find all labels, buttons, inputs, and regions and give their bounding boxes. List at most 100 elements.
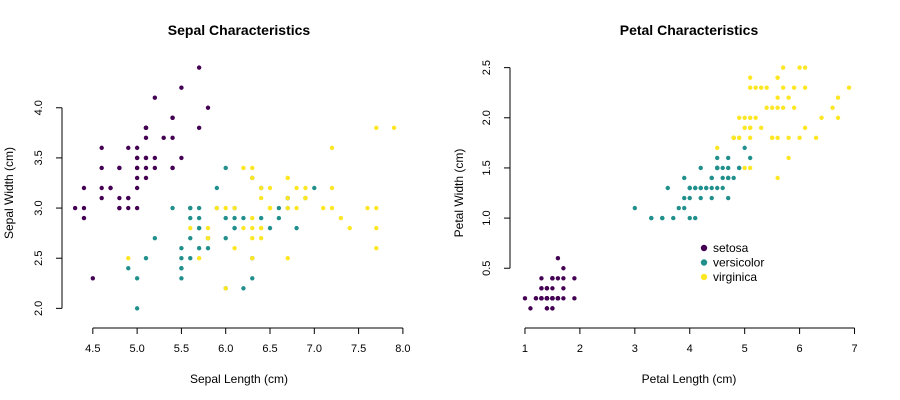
point-setosa	[152, 155, 158, 161]
point-versicolor	[632, 205, 638, 211]
point-versicolor	[720, 165, 725, 171]
point-versicolor	[687, 195, 692, 201]
point-setosa	[572, 296, 577, 301]
point-setosa	[170, 115, 175, 120]
point-setosa	[134, 155, 140, 161]
point-versicolor	[709, 195, 714, 201]
x-axis: 4.5 5.0 5.5 6.0 6.5 7.0 7.5 8.0	[85, 327, 411, 355]
data-points	[72, 65, 397, 311]
point-virginica	[742, 165, 747, 171]
point-setosa	[544, 306, 550, 311]
point-virginica	[250, 165, 255, 171]
point-virginica	[241, 225, 246, 231]
point-versicolor	[196, 215, 202, 221]
point-virginica	[813, 135, 819, 141]
y-tick-label: 1.0	[481, 210, 493, 225]
point-virginica	[780, 105, 786, 110]
point-versicolor	[241, 286, 246, 291]
point-versicolor	[196, 225, 202, 231]
point-virginica	[747, 135, 753, 141]
point-setosa	[522, 296, 528, 301]
point-versicolor	[179, 256, 184, 261]
point-setosa	[561, 296, 566, 301]
point-virginica	[374, 125, 379, 131]
point-virginica	[819, 115, 824, 120]
point-virginica	[338, 215, 344, 221]
point-versicolor	[715, 165, 720, 171]
point-setosa	[561, 266, 566, 271]
x-tick-label: 5.0	[129, 343, 144, 355]
point-versicolor	[682, 195, 687, 201]
point-setosa	[539, 296, 544, 301]
point-versicolor	[196, 245, 202, 251]
point-setosa	[81, 185, 87, 191]
point-setosa	[117, 195, 122, 201]
point-versicolor	[715, 185, 720, 191]
point-versicolor	[205, 245, 211, 251]
y-tick-label: 4.0	[33, 100, 45, 115]
point-virginica	[797, 65, 802, 70]
point-setosa	[170, 165, 175, 171]
point-versicolor	[250, 276, 255, 281]
point-versicolor	[188, 256, 193, 261]
point-virginica	[742, 115, 747, 120]
point-virginica	[329, 185, 335, 191]
point-versicolor	[196, 205, 202, 211]
x-tick-label: 5	[742, 343, 748, 355]
point-virginica	[775, 175, 780, 181]
point-virginica	[214, 205, 220, 211]
y-axis-label: Petal Width (cm)	[452, 149, 466, 238]
point-virginica	[775, 95, 780, 100]
point-setosa	[572, 276, 577, 281]
y-tick-label: 2.0	[481, 110, 493, 125]
x-axis: 1 2 3 4 5 6 7	[522, 327, 858, 355]
y-tick-label: 1.5	[481, 160, 493, 175]
point-versicolor	[276, 215, 282, 221]
point-setosa	[533, 296, 539, 301]
point-virginica	[764, 105, 769, 110]
legend-label: virginica	[713, 270, 757, 284]
point-virginica	[775, 135, 780, 141]
point-setosa	[550, 286, 555, 291]
point-versicolor	[126, 266, 131, 271]
point-virginica	[835, 95, 841, 100]
point-virginica	[258, 195, 264, 201]
point-virginica	[232, 205, 237, 211]
point-versicolor	[134, 276, 140, 281]
legend-marker	[700, 259, 708, 266]
point-versicolor	[179, 266, 184, 271]
point-setosa	[561, 286, 566, 291]
point-virginica	[223, 205, 228, 211]
point-setosa	[134, 145, 140, 151]
point-virginica	[802, 85, 808, 90]
point-virginica	[285, 175, 290, 181]
point-setosa	[108, 185, 113, 191]
point-versicolor	[725, 175, 731, 181]
point-versicolor	[709, 175, 714, 181]
point-virginica	[250, 256, 255, 261]
y-axis: 0.5 1.0 1.5 2.0 2.5	[481, 60, 511, 276]
point-setosa	[528, 306, 533, 311]
point-versicolor	[258, 215, 264, 221]
point-virginica	[258, 185, 264, 191]
point-versicolor	[312, 185, 317, 191]
point-virginica	[285, 205, 290, 211]
point-virginica	[780, 65, 786, 70]
point-virginica	[775, 75, 780, 80]
point-virginica	[786, 95, 791, 100]
point-setosa	[143, 125, 149, 131]
point-versicolor	[223, 235, 228, 241]
point-virginica	[391, 125, 397, 131]
point-virginica	[802, 125, 808, 131]
point-setosa	[90, 276, 96, 281]
point-versicolor	[698, 195, 703, 201]
point-versicolor	[693, 185, 698, 191]
point-virginica	[285, 195, 290, 201]
petal-chart: Petal Characteristics Petal Length (cm) …	[452, 22, 858, 386]
x-tick-label: 4	[687, 343, 693, 355]
point-versicolor	[188, 205, 193, 211]
point-versicolor	[709, 185, 714, 191]
point-virginica	[846, 85, 852, 90]
